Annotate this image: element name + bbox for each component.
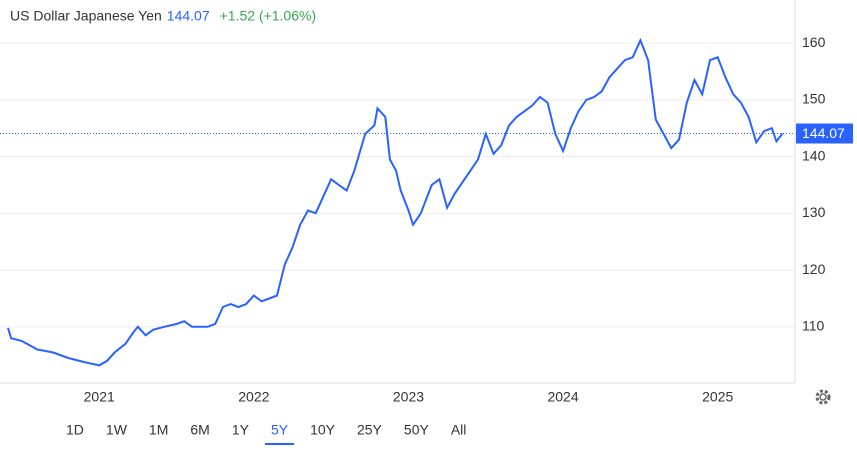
price-line	[7, 37, 784, 367]
x-tick-label: 2022	[238, 389, 269, 405]
range-button[interactable]: 1W	[106, 422, 128, 438]
y-tick-label: 130	[802, 204, 826, 220]
range-button[interactable]: 5Y	[271, 422, 289, 438]
range-button[interactable]: 25Y	[357, 422, 383, 438]
x-tick-label: 2021	[84, 389, 115, 405]
settings-icon[interactable]	[815, 389, 831, 405]
last-price-label: 144.07	[802, 125, 845, 141]
range-button[interactable]: 1M	[149, 422, 168, 438]
last-price-box	[796, 123, 853, 144]
header-price: 144.07	[167, 8, 210, 24]
y-tick-label: 120	[802, 261, 826, 277]
range-button[interactable]: All	[451, 422, 467, 438]
y-tick-label: 150	[802, 91, 826, 107]
range-button[interactable]: 10Y	[310, 422, 336, 438]
y-tick-label: 160	[802, 34, 826, 50]
instrument-title: US Dollar Japanese Yen	[10, 8, 162, 24]
range-button[interactable]: 1Y	[232, 422, 250, 438]
x-tick-label: 2024	[547, 389, 578, 405]
x-tick-label: 2025	[702, 389, 733, 405]
price-change: +1.52 (+1.06%)	[220, 8, 317, 24]
y-tick-label: 140	[802, 147, 826, 163]
y-tick-label: 110	[802, 318, 825, 334]
range-button[interactable]: 50Y	[404, 422, 430, 438]
x-tick-label: 2023	[393, 389, 424, 405]
range-button[interactable]: 1D	[66, 422, 84, 438]
range-button[interactable]: 6M	[190, 422, 209, 438]
